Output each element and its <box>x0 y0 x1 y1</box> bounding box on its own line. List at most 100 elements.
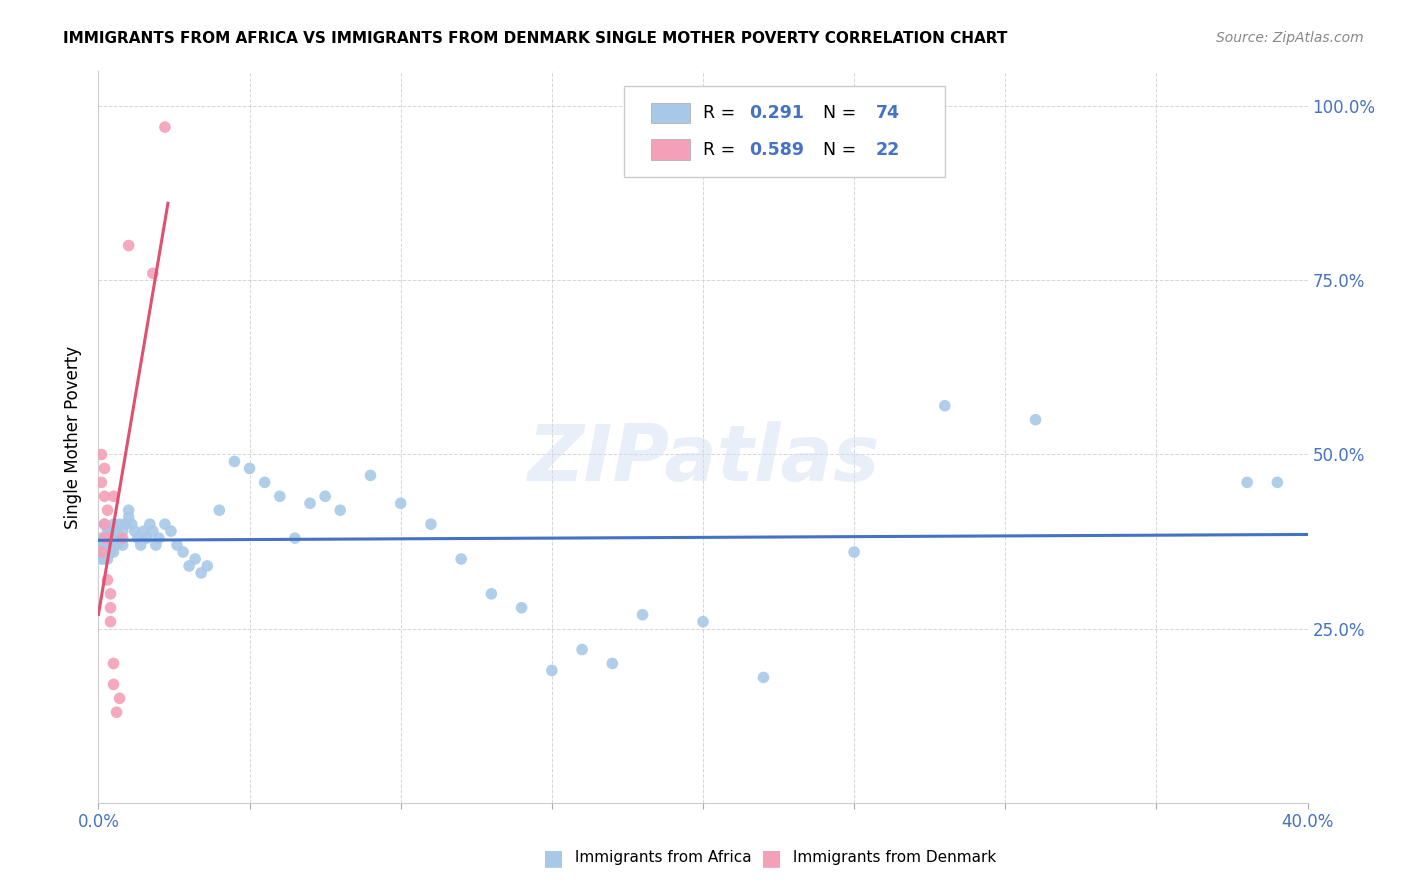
Point <box>389 496 412 510</box>
Point <box>96 531 118 545</box>
Point <box>114 517 136 532</box>
Point <box>100 545 122 559</box>
Point <box>129 538 152 552</box>
Point <box>1267 475 1289 490</box>
Point <box>132 524 155 538</box>
Point <box>934 399 956 413</box>
Point <box>96 552 118 566</box>
Point <box>96 503 118 517</box>
Text: 22: 22 <box>876 141 900 159</box>
Point <box>195 558 218 573</box>
Text: Immigrants from Africa: Immigrants from Africa <box>569 850 752 865</box>
FancyBboxPatch shape <box>624 86 945 178</box>
Point <box>118 503 141 517</box>
Point <box>100 615 122 629</box>
Point <box>1024 412 1046 426</box>
Point <box>127 531 149 545</box>
Point <box>93 489 115 503</box>
Point <box>510 600 533 615</box>
Point <box>93 517 115 532</box>
Point <box>118 238 141 252</box>
Text: ■: ■ <box>543 847 564 868</box>
Text: N =: N = <box>811 141 862 159</box>
Point <box>103 489 125 503</box>
Point <box>108 691 131 706</box>
Text: Source: ZipAtlas.com: Source: ZipAtlas.com <box>1216 31 1364 45</box>
Y-axis label: Single Mother Poverty: Single Mother Poverty <box>65 345 83 529</box>
Point <box>153 120 176 134</box>
Point <box>124 524 146 538</box>
Point <box>90 538 112 552</box>
Point <box>269 489 291 503</box>
Point <box>111 524 134 538</box>
Text: IMMIGRANTS FROM AFRICA VS IMMIGRANTS FROM DENMARK SINGLE MOTHER POVERTY CORRELAT: IMMIGRANTS FROM AFRICA VS IMMIGRANTS FRO… <box>63 31 1008 46</box>
Point <box>100 587 122 601</box>
Point <box>108 517 131 532</box>
Point <box>299 496 322 510</box>
Point <box>90 545 112 559</box>
Point <box>100 524 122 538</box>
Point <box>93 538 115 552</box>
Point <box>90 475 112 490</box>
Point <box>93 545 115 559</box>
Point <box>142 524 165 538</box>
Point <box>329 503 352 517</box>
Point <box>172 545 194 559</box>
Text: R =: R = <box>703 141 741 159</box>
Point <box>96 545 118 559</box>
Point <box>103 677 125 691</box>
Point <box>145 538 167 552</box>
Point <box>148 531 170 545</box>
Point <box>142 266 165 280</box>
Point <box>103 545 125 559</box>
Point <box>224 454 246 468</box>
Point <box>135 531 157 545</box>
FancyBboxPatch shape <box>651 103 690 123</box>
Point <box>96 573 118 587</box>
Point <box>284 531 307 545</box>
Point <box>450 552 472 566</box>
Point <box>100 531 122 545</box>
Text: 0.589: 0.589 <box>749 141 804 159</box>
Point <box>108 531 131 545</box>
Point <box>314 489 336 503</box>
Point <box>96 524 118 538</box>
Point <box>153 517 176 532</box>
Point <box>103 657 125 671</box>
Point <box>96 531 118 545</box>
Point <box>752 670 775 684</box>
Text: ZIPatlas: ZIPatlas <box>527 421 879 497</box>
Point <box>844 545 866 559</box>
Point <box>90 552 112 566</box>
Point <box>100 538 122 552</box>
Point <box>139 517 162 532</box>
Text: Immigrants from Denmark: Immigrants from Denmark <box>787 850 995 865</box>
Point <box>166 538 188 552</box>
Point <box>90 545 112 559</box>
Point <box>118 510 141 524</box>
Point <box>90 531 112 545</box>
Text: 74: 74 <box>876 104 900 122</box>
Point <box>93 531 115 545</box>
Point <box>540 664 562 678</box>
Point <box>93 552 115 566</box>
Point <box>105 538 128 552</box>
Text: R =: R = <box>703 104 741 122</box>
Point <box>93 517 115 532</box>
Point <box>1236 475 1258 490</box>
Point <box>253 475 276 490</box>
Point <box>360 468 382 483</box>
Point <box>103 531 125 545</box>
Point <box>121 517 143 532</box>
Point <box>111 538 134 552</box>
Point <box>602 657 624 671</box>
Point <box>105 705 128 719</box>
Point <box>93 461 115 475</box>
Point <box>692 615 714 629</box>
Point <box>103 517 125 532</box>
Point <box>96 538 118 552</box>
Point <box>111 531 134 545</box>
Point <box>160 524 183 538</box>
Point <box>184 552 207 566</box>
Point <box>105 524 128 538</box>
